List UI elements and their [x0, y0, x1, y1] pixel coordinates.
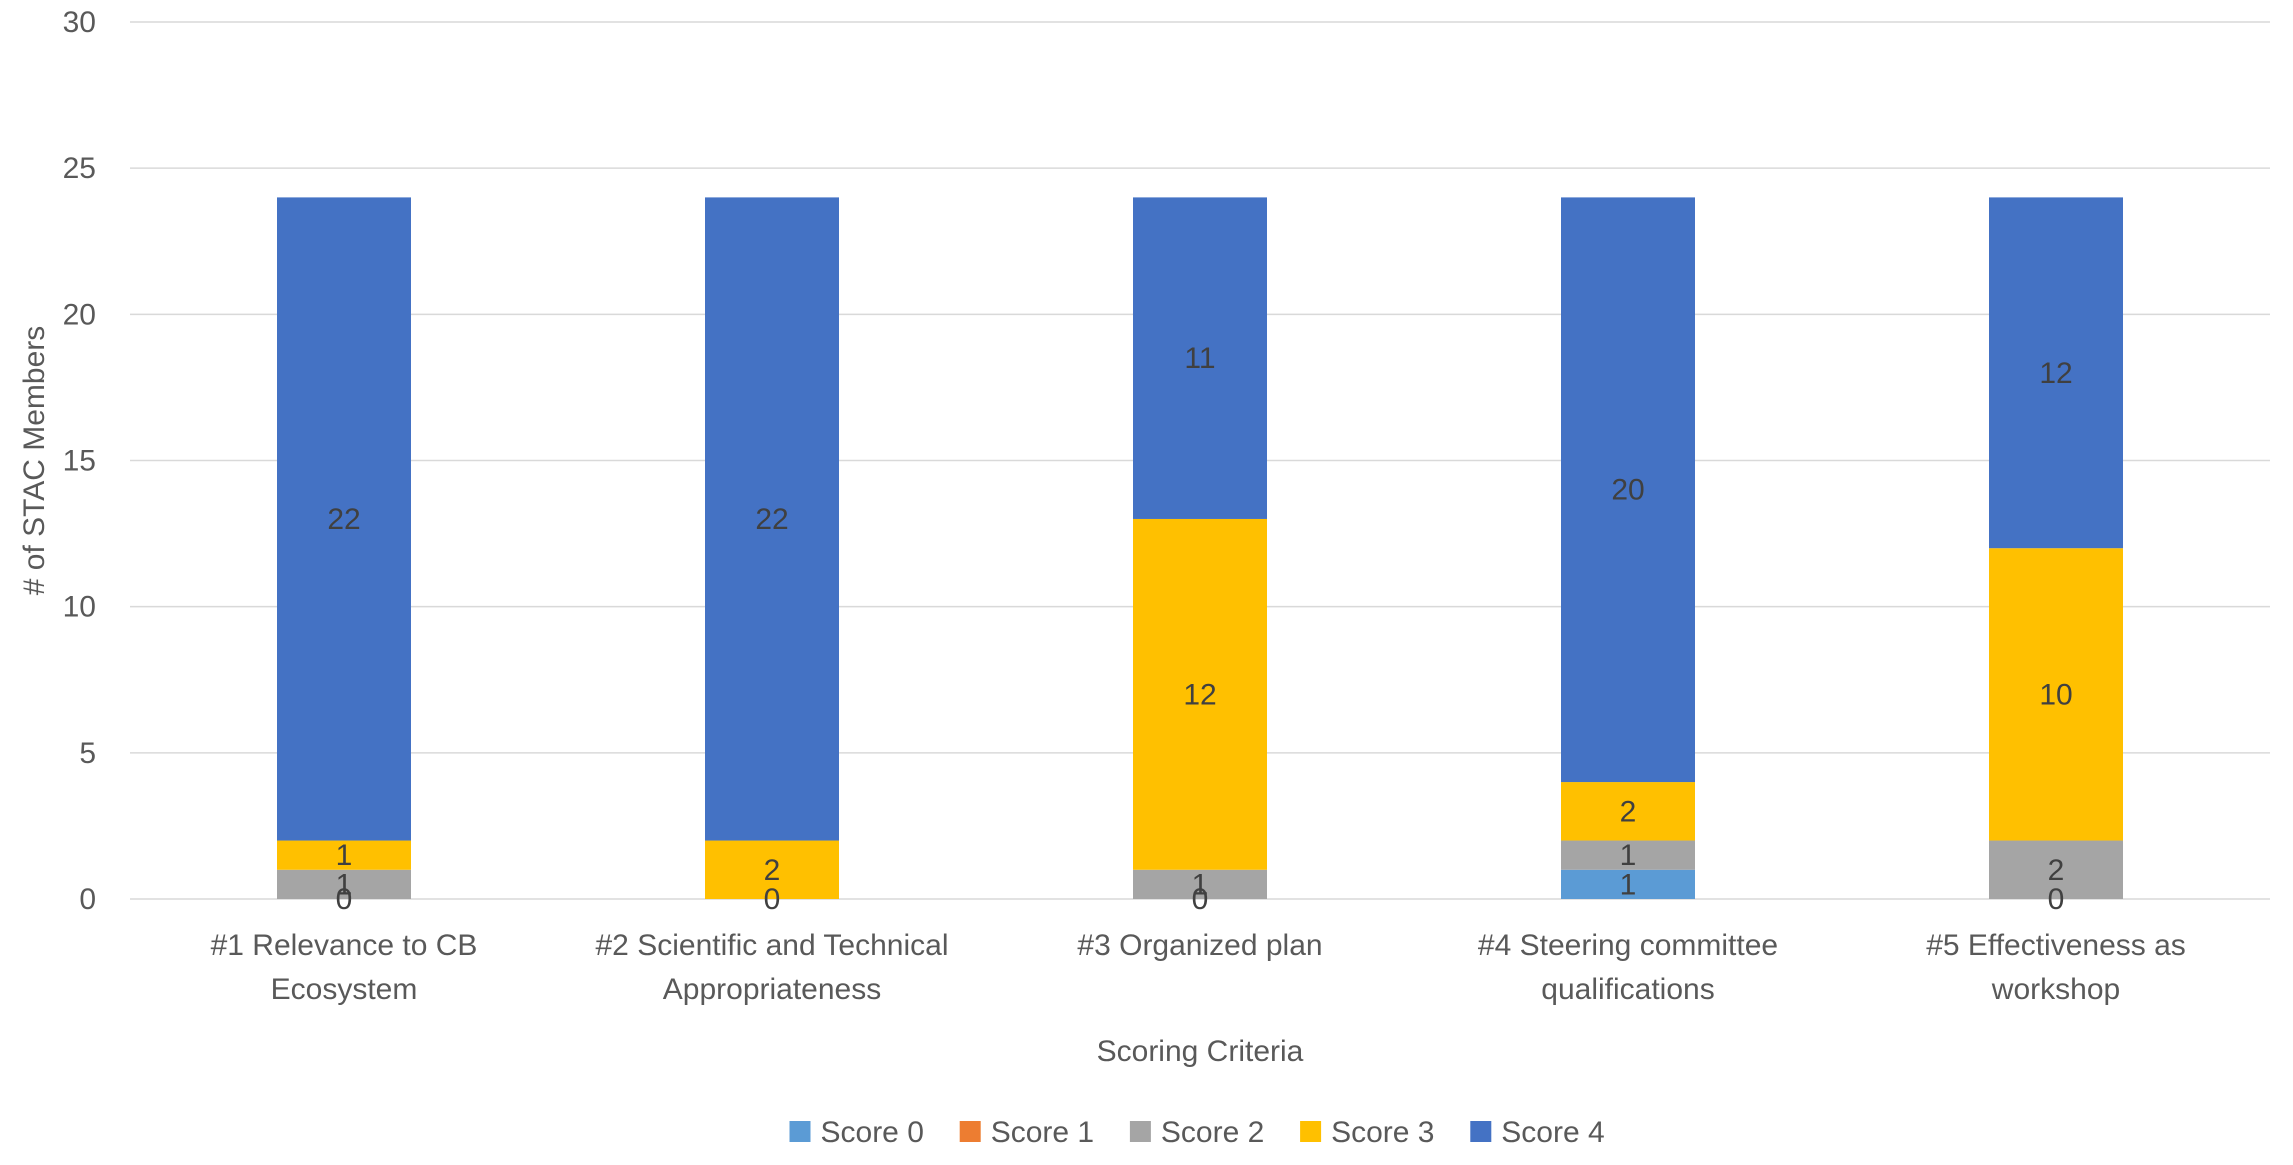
x-axis-title: Scoring Criteria: [1097, 1035, 1304, 1068]
data-label: 1: [336, 839, 353, 872]
data-label: 11: [1184, 342, 1215, 375]
bar-segment: [277, 869, 411, 899]
legend: Score 0 Score 1 Score 2 Score 3 Score 4: [789, 1116, 1605, 1149]
bar-segment: [1989, 840, 2123, 899]
x-tick-label: #3 Organized plan: [1077, 929, 1322, 962]
x-tick-label: #2 Scientific and Technical Appropriatene…: [596, 929, 949, 1006]
bar-segment: [1561, 869, 1695, 899]
legend-swatch: [959, 1121, 981, 1142]
x-tick-label: #4 Steering committee qualifications: [1478, 929, 1778, 1006]
data-label: 22: [755, 503, 788, 536]
bar-segment: [1133, 518, 1267, 870]
data-label: 2: [2048, 854, 2065, 887]
data-label: 20: [1611, 474, 1644, 507]
y-tick-label: 15: [63, 445, 96, 478]
data-label: 1: [336, 868, 353, 901]
bar-segment: [1133, 869, 1267, 899]
bar-segment: [1989, 548, 2123, 841]
y-tick-label: 30: [63, 6, 96, 39]
data-label: 0: [2048, 883, 2065, 916]
bar-segment: [1561, 197, 1695, 783]
data-label: 1: [1192, 868, 1209, 901]
y-tick-label: 25: [63, 152, 96, 185]
bar-segment: [1561, 840, 1695, 870]
bars: [277, 197, 2123, 899]
data-label: 10: [2039, 678, 2072, 711]
data-label: 0: [336, 883, 353, 916]
bar-segment: [1133, 197, 1267, 519]
data-label: 1: [1620, 839, 1637, 872]
bar-segment: [1989, 197, 2123, 549]
bar-segment: [705, 840, 839, 899]
data-label: 0: [764, 883, 781, 916]
legend-label: Score 1: [991, 1116, 1094, 1149]
legend-label: Score 2: [1161, 1116, 1264, 1149]
legend-swatch: [1129, 1121, 1151, 1142]
y-tick-label: 20: [63, 298, 96, 331]
data-label: 1: [1620, 868, 1637, 901]
legend-swatch: [789, 1121, 811, 1142]
data-label: 2: [1620, 795, 1637, 828]
bar-segment: [277, 197, 411, 841]
legend-swatch: [1300, 1121, 1322, 1142]
legend-label: Score 0: [821, 1116, 924, 1149]
data-label: 12: [2039, 357, 2072, 390]
y-tick-label: 5: [79, 737, 96, 770]
x-tick-label: #5 Effectiveness as workshop: [1926, 929, 2186, 1006]
y-axis-ticks: 0 5 10 15 20 25 30: [63, 6, 96, 916]
bar-segment: [1561, 782, 1695, 841]
bar-segment: [705, 197, 839, 841]
x-axis-ticks: #1 Relevance to CB Ecosystem #2 Scientific…: [211, 929, 2186, 1006]
x-tick-label: #1 Relevance to CB Ecosystem: [211, 929, 478, 1006]
legend-label: Score 3: [1331, 1116, 1434, 1149]
data-label: 22: [327, 503, 360, 536]
legend-swatch: [1470, 1121, 1492, 1142]
legend-label: Score 4: [1501, 1116, 1604, 1149]
data-label: 2: [764, 854, 781, 887]
y-tick-label: 0: [79, 883, 96, 916]
y-axis-title: # of STAC Members: [18, 326, 51, 596]
y-tick-label: 10: [63, 591, 96, 624]
bar-segment: [277, 840, 411, 870]
data-label: 12: [1183, 678, 1216, 711]
data-label: 0: [1192, 883, 1209, 916]
